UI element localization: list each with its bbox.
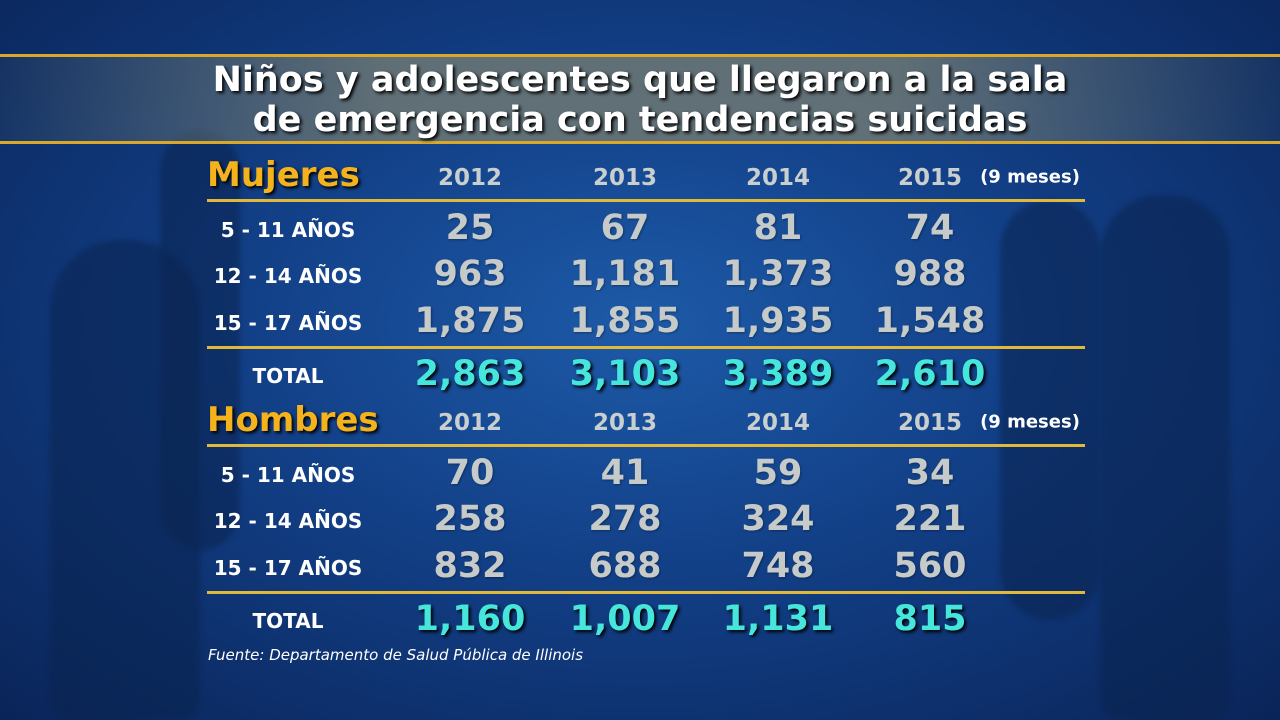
column-header: 2012 (437, 410, 503, 436)
column-note: (9 meses) (980, 411, 1080, 433)
table-cell: 41 (600, 453, 650, 493)
table-cell: 1,855 (569, 301, 681, 341)
table-cell: 25 (445, 208, 495, 248)
total-cell: 3,389 (722, 354, 834, 394)
table-cell: 278 (588, 499, 662, 539)
source-note: Fuente: Departamento de Salud Pública de… (208, 646, 584, 664)
column-header: 2014 (745, 410, 811, 436)
table-cell: 324 (741, 499, 815, 539)
title-band (0, 54, 1280, 144)
row-label: 5 - 11 AÑOS (220, 463, 356, 487)
column-header: 2015 (897, 410, 963, 436)
header-rule (207, 444, 1085, 447)
section-title: Mujeres (207, 155, 360, 195)
total-cell: 1,131 (722, 599, 834, 639)
table-cell: 81 (753, 208, 803, 248)
table-cell: 70 (445, 453, 495, 493)
table-cell: 1,181 (569, 254, 681, 294)
column-header: 2013 (592, 165, 658, 191)
total-cell: 1,160 (414, 599, 526, 639)
total-rule (207, 591, 1085, 594)
column-header: 2015 (897, 165, 963, 191)
total-cell: 1,007 (569, 599, 681, 639)
row-label: 15 - 17 AÑOS (213, 311, 363, 335)
table-cell: 963 (433, 254, 507, 294)
total-cell: 2,610 (874, 354, 986, 394)
table-cell: 1,548 (874, 301, 986, 341)
header-rule (207, 199, 1085, 202)
title-line-2: de emergencia con tendencias suicidas (252, 100, 1028, 140)
total-cell: 2,863 (414, 354, 526, 394)
table-cell: 1,935 (722, 301, 834, 341)
column-note: (9 meses) (980, 166, 1080, 188)
table-cell: 748 (741, 546, 815, 586)
table-cell: 560 (893, 546, 967, 586)
column-header: 2012 (437, 165, 503, 191)
table-cell: 59 (753, 453, 803, 493)
table-cell: 67 (600, 208, 650, 248)
table-cell: 74 (905, 208, 955, 248)
total-cell: 815 (893, 599, 967, 639)
table-cell: 258 (433, 499, 507, 539)
table-cell: 832 (433, 546, 507, 586)
silhouette-right-back (1000, 200, 1100, 620)
table-cell: 988 (893, 254, 967, 294)
column-header: 2013 (592, 410, 658, 436)
page-title: Niños y adolescentes que llegaron a la s… (0, 60, 1280, 140)
row-label: 12 - 14 AÑOS (213, 264, 363, 288)
row-label: 5 - 11 AÑOS (220, 218, 356, 242)
row-label: 12 - 14 AÑOS (213, 509, 363, 533)
total-rule (207, 346, 1085, 349)
silhouette-right (1100, 195, 1230, 720)
table-cell: 34 (905, 453, 955, 493)
table-cell: 1,373 (722, 254, 834, 294)
title-line-1: Niños y adolescentes que llegaron a la s… (212, 60, 1068, 100)
table-cell: 221 (893, 499, 967, 539)
table-cell: 1,875 (414, 301, 526, 341)
column-header: 2014 (745, 165, 811, 191)
total-cell: 3,103 (569, 354, 681, 394)
table-cell: 688 (588, 546, 662, 586)
section-title: Hombres (207, 400, 379, 440)
row-label: 15 - 17 AÑOS (213, 556, 363, 580)
total-label: TOTAL (252, 364, 324, 388)
total-label: TOTAL (252, 609, 324, 633)
